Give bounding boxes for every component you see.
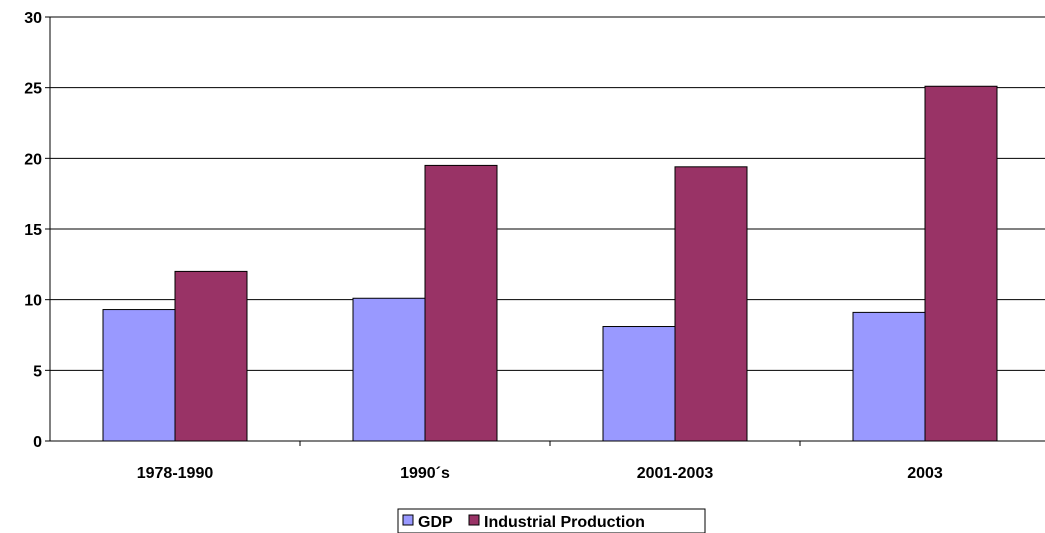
legend-swatch-industrial-production bbox=[468, 514, 480, 526]
legend-label-industrial-production: Industrial Production bbox=[484, 514, 645, 531]
bar-industrial-production bbox=[424, 164, 498, 442]
y-tick-label: 20 bbox=[24, 151, 42, 168]
bar-gdp bbox=[352, 297, 426, 442]
x-tick-label: 1990´s bbox=[400, 465, 450, 482]
bar-industrial-production bbox=[674, 166, 748, 442]
legend-swatch-gdp bbox=[402, 514, 414, 526]
bar-gdp bbox=[102, 309, 176, 442]
bar-industrial-production bbox=[174, 270, 248, 442]
y-tick-label: 5 bbox=[33, 363, 42, 380]
y-tick-label: 0 bbox=[33, 434, 42, 451]
y-tick-labels: 0 5 10 15 20 25 30 bbox=[24, 10, 50, 451]
y-tick-label: 15 bbox=[24, 222, 42, 239]
bars bbox=[102, 85, 998, 442]
y-tick-label: 10 bbox=[24, 293, 42, 310]
legend-box bbox=[397, 508, 706, 533]
bar-gdp bbox=[602, 326, 676, 442]
legend-label-gdp: GDP bbox=[418, 514, 453, 531]
x-tick-label: 1978-1990 bbox=[137, 465, 214, 482]
x-tick-label: 2001-2003 bbox=[637, 465, 714, 482]
bar-gdp bbox=[852, 311, 926, 442]
legend: GDP Industrial Production bbox=[397, 508, 706, 533]
x-tick-labels: 1978-1990 1990´s 2001-2003 2003 bbox=[137, 441, 943, 482]
bar-industrial-production bbox=[924, 85, 998, 442]
y-tick-label: 25 bbox=[24, 81, 42, 98]
y-tick-label: 30 bbox=[24, 10, 42, 27]
x-tick-label: 2003 bbox=[907, 465, 943, 482]
